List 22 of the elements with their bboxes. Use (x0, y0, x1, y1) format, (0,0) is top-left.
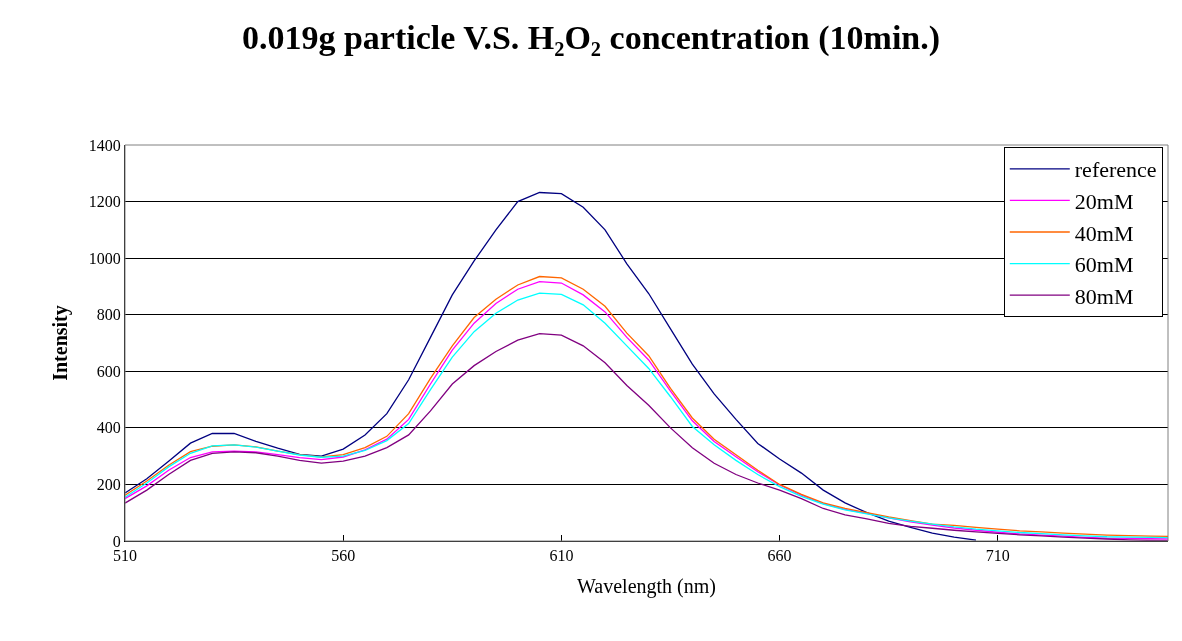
chart-title: 0.019g particle V.S. H₂O₂ concentration (10min.) (241, 19, 941, 58)
y-tick-label: 1000 (88, 249, 121, 267)
x-tick-label: 710 (985, 547, 1010, 565)
y-tick-label: 200 (96, 476, 121, 494)
y-tick-label: 600 (96, 362, 121, 380)
x-axis-title: Wavelength (nm) (577, 574, 716, 598)
x-tick-label: 510 (113, 547, 137, 565)
legend-label: reference (1074, 157, 1157, 183)
line-series (125, 191, 977, 541)
legend-label: 60mM (1074, 252, 1134, 278)
y-axis-title: Intensity (49, 305, 73, 381)
legend-label: 20mM (1074, 188, 1134, 214)
y-tick-label: 400 (96, 419, 121, 437)
legend-label: 40mM (1074, 220, 1134, 246)
x-tick-label: 660 (767, 547, 792, 565)
y-tick-label: 1400 (88, 136, 121, 154)
y-tick-label: 800 (96, 306, 121, 324)
y-tick-label: 0 (112, 532, 121, 550)
legend-label: 80mM (1074, 283, 1134, 309)
x-tick-label: 610 (549, 547, 574, 565)
y-tick-label: 1200 (88, 193, 121, 211)
x-tick-label: 560 (331, 547, 356, 565)
